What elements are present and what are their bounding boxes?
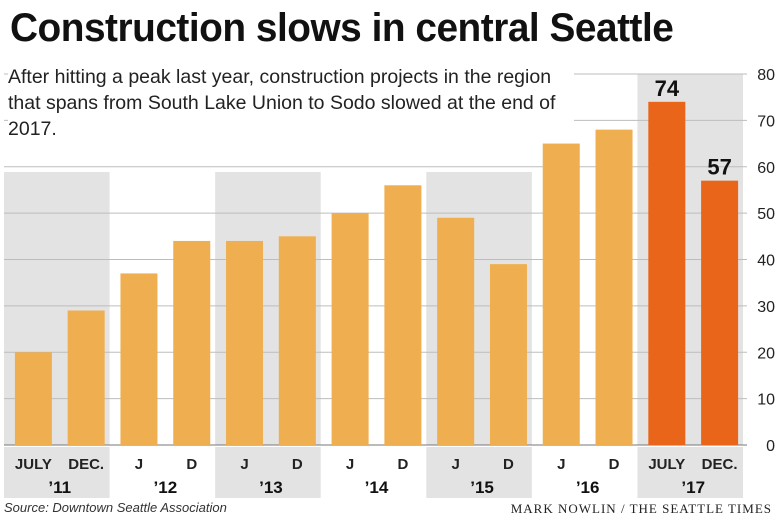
chart-subtitle: After hitting a peak last year, construc…: [8, 64, 574, 142]
bar: [173, 240, 211, 445]
data-label: 57: [707, 155, 731, 180]
bar: [542, 143, 580, 445]
bar: [120, 273, 158, 445]
bars: [14, 101, 739, 446]
x-tick-label: J: [346, 456, 354, 473]
x-tick-label: D: [292, 456, 303, 473]
year-label: ’17: [681, 478, 705, 497]
y-axis-ticks: 0 10 20 30 40 50 60 70 80: [757, 67, 775, 455]
year-label: ’12: [154, 478, 178, 497]
x-tick-label: J: [557, 456, 565, 473]
bar: [384, 185, 422, 446]
y-tick-label: 40: [757, 253, 775, 270]
bar: [648, 101, 686, 445]
y-tick-label: 10: [757, 392, 775, 409]
chart-title: Construction slows in central Seattle: [10, 6, 674, 50]
bar: [437, 217, 475, 445]
x-tick-label: D: [397, 456, 408, 473]
bar: [331, 213, 369, 445]
y-tick-label: 50: [757, 206, 775, 223]
data-labels: 74 57: [655, 76, 732, 180]
year-label: ’11: [48, 478, 71, 497]
x-tick-label: DEC.: [68, 456, 104, 473]
year-label: ’13: [259, 478, 283, 497]
year-label: ’14: [365, 478, 389, 497]
x-tick-label: J: [452, 456, 460, 473]
y-tick-label: 20: [757, 345, 775, 362]
y-tick-label: 30: [757, 299, 775, 316]
data-label: 74: [655, 76, 680, 101]
year-label: ’16: [576, 478, 600, 497]
bar: [226, 240, 264, 445]
x-tick-label: JULY: [648, 456, 685, 473]
bar: [67, 310, 105, 445]
x-tick-label: J: [240, 456, 248, 473]
bar: [489, 264, 527, 445]
x-tick-label: JULY: [15, 456, 52, 473]
credit-line: MARK NOWLIN / THE SEATTLE TIMES: [510, 501, 772, 516]
x-tick-label: D: [609, 456, 620, 473]
x-tick-label: DEC.: [702, 456, 738, 473]
y-tick-label: 80: [757, 67, 775, 84]
x-tick-label: D: [186, 456, 197, 473]
y-tick-label: 0: [766, 438, 775, 455]
x-tick-label: J: [135, 456, 143, 473]
year-labels: ’11 ’12 ’13 ’14 ’15 ’16 ’17: [48, 478, 705, 497]
bar: [278, 236, 316, 445]
year-band-axis: [215, 447, 321, 498]
bar: [595, 129, 633, 445]
source-note: Source: Downtown Seattle Association: [4, 500, 227, 515]
x-axis-ticks: JULY DEC. J D J D J D J D J D JULY DEC.: [15, 456, 738, 473]
year-band-axis: [426, 447, 532, 498]
y-tick-label: 70: [757, 113, 775, 130]
year-band-axis: [4, 447, 110, 498]
year-band-axis: [637, 447, 743, 498]
bar: [14, 352, 52, 445]
y-tick-label: 60: [757, 160, 775, 177]
x-tick-label: D: [503, 456, 514, 473]
bar: [701, 180, 739, 445]
year-label: ’15: [470, 478, 494, 497]
